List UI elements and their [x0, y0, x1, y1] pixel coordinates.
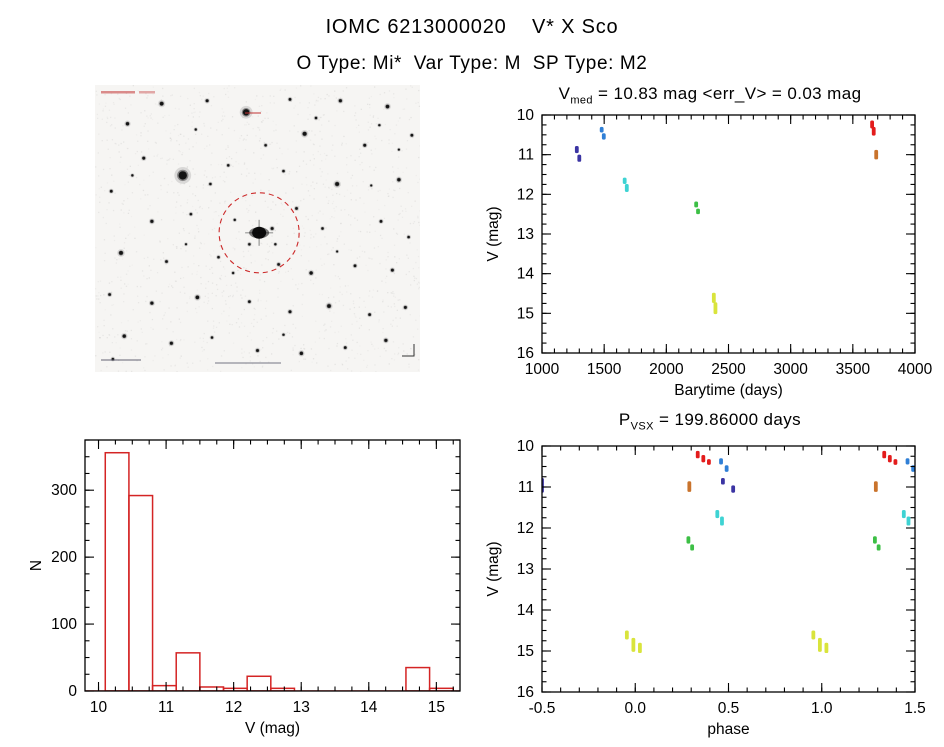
svg-text:10: 10 — [517, 438, 535, 455]
svg-text:12: 12 — [517, 186, 534, 203]
svg-text:13: 13 — [293, 699, 310, 716]
svg-text:13: 13 — [517, 226, 534, 243]
histogram-plot: 10 11 12 13 14 15 0 100 200 300 V (mag) N — [28, 439, 461, 737]
svg-text:16: 16 — [517, 345, 534, 362]
svg-text:14: 14 — [517, 602, 535, 619]
svg-text:1.5: 1.5 — [904, 700, 926, 717]
svg-text:15: 15 — [517, 643, 534, 660]
finder-chart — [95, 85, 422, 374]
svg-text:15: 15 — [428, 699, 445, 716]
svg-text:1000: 1000 — [525, 361, 560, 378]
svg-text:11: 11 — [518, 479, 534, 496]
svg-text:phase: phase — [707, 721, 749, 738]
svg-text:V (mag): V (mag) — [245, 720, 300, 737]
svg-text:3000: 3000 — [773, 361, 808, 378]
svg-text:13: 13 — [517, 561, 534, 578]
page-title: IOMC 6213000020 V* X Sco — [325, 16, 619, 38]
svg-text:4000: 4000 — [898, 361, 933, 378]
svg-text:1.0: 1.0 — [811, 700, 833, 717]
svg-text:15: 15 — [517, 305, 534, 322]
svg-text:200: 200 — [51, 549, 77, 566]
svg-text:100: 100 — [51, 616, 77, 633]
phase-plot: -0.5 0.0 0.5 1.0 1.5 10 11 12 13 14 15 16 phase V (ma… — [485, 438, 926, 738]
svg-text:0.0: 0.0 — [624, 700, 646, 717]
svg-text:2500: 2500 — [711, 361, 746, 378]
svg-text:14: 14 — [360, 699, 378, 716]
svg-text:0: 0 — [68, 683, 77, 700]
svg-text:10: 10 — [517, 107, 535, 124]
svg-text:3500: 3500 — [836, 361, 871, 378]
svg-text:0.5: 0.5 — [718, 700, 740, 717]
svg-text:12: 12 — [517, 520, 534, 537]
svg-text:12: 12 — [225, 699, 242, 716]
svg-text:V (mag): V (mag) — [485, 206, 502, 261]
svg-text:Barytime (days): Barytime (days) — [674, 382, 783, 399]
svg-text:16: 16 — [517, 684, 534, 701]
svg-text:2000: 2000 — [649, 361, 684, 378]
svg-text:300: 300 — [51, 482, 77, 499]
finder-chart-image — [95, 85, 422, 374]
svg-text:V (mag): V (mag) — [485, 541, 502, 596]
svg-text:14: 14 — [517, 266, 535, 283]
svg-text:11: 11 — [158, 699, 174, 716]
lightcurve-plot: 1000 1500 2000 2500 3000 3500 4000 10 11 12 13 14 15… — [485, 107, 933, 399]
lightcurve-title: Vmed = 10.83 mag <err_V> = 0.03 mag — [558, 84, 862, 107]
svg-text:1500: 1500 — [587, 361, 622, 378]
object-type-subtitle: O Type: Mi* Var Type: M SP Type: M2 — [296, 53, 648, 74]
svg-text:-0.5: -0.5 — [529, 700, 556, 717]
svg-text:10: 10 — [90, 699, 108, 716]
phase-plot-title: PVSX = 199.86000 days — [618, 410, 802, 433]
svg-text:N: N — [28, 560, 45, 571]
svg-text:11: 11 — [518, 147, 534, 164]
